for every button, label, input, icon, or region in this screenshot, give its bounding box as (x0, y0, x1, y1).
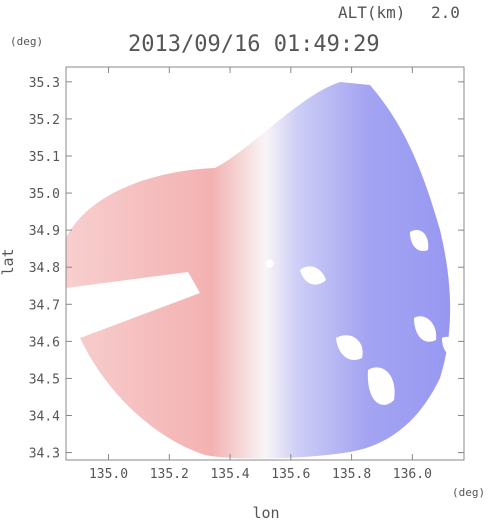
x-tick-label: 135.0 (89, 467, 128, 482)
altitude-label: ALT(km) (338, 3, 405, 22)
y-axis-label: lat (0, 248, 17, 275)
radar-field (66, 82, 457, 459)
y-tick-label: 34.7 (29, 298, 60, 313)
radar-coverage (66, 82, 451, 459)
chart-title: 2013/09/16 01:49:29 (128, 32, 380, 57)
x-tick-label: 135.8 (332, 467, 371, 482)
y-tick-label: 35.0 (29, 187, 60, 202)
y-tick-label: 35.3 (29, 76, 60, 91)
x-tick-label: 135.2 (150, 467, 189, 482)
y-tick-label: 34.6 (29, 335, 60, 350)
y-tick-label: 34.8 (29, 261, 60, 276)
no-echo-patches (300, 230, 457, 405)
y-tick-label: 35.1 (29, 150, 60, 165)
y-tick-label: 35.2 (29, 113, 60, 128)
x-tick-label: 135.4 (210, 467, 249, 482)
altitude-value: 2.0 (431, 3, 460, 22)
radar-site-marker (265, 259, 274, 268)
x-tick-label: 136.0 (393, 467, 432, 482)
x-axis-label: lon (252, 504, 279, 521)
y-tick-label: 34.4 (29, 410, 60, 425)
y-tick-label: 34.3 (29, 447, 60, 462)
y-tick-label: 34.9 (29, 224, 60, 239)
x-tick-label: 135.6 (271, 467, 310, 482)
x-ticks: 135.0 135.2 135.4 135.6 135.8 136.0 (89, 67, 432, 482)
y-tick-label: 34.5 (29, 372, 60, 387)
x-unit-label: (deg) (452, 486, 485, 499)
y-unit-label: (deg) (10, 35, 43, 48)
y-ticks: 34.3 34.4 34.5 34.6 34.7 34.8 34.9 35.0 35.1 35.2… (29, 76, 464, 462)
plot-frame (65, 66, 465, 461)
